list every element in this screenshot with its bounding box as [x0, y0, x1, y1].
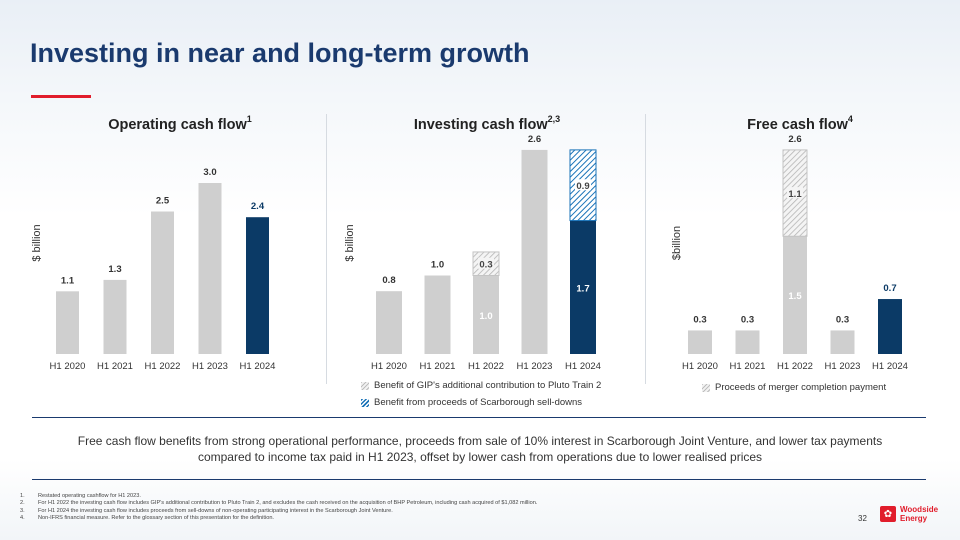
segment-label: 0.9	[576, 181, 589, 192]
data-label: 2.4	[251, 201, 265, 212]
chart-title-free: Free cash flow4	[747, 114, 853, 133]
bar-h1-2020-solid	[56, 291, 79, 354]
segment-label-bg	[575, 179, 591, 191]
segment-label-bg	[787, 187, 803, 199]
bar-h1-2021-solid	[103, 279, 127, 354]
legend-swatch-hatch-grey	[361, 381, 369, 390]
category-tick-label: H1 2020	[682, 361, 718, 372]
legend-item-merger: Proceeds of merger completion payment	[702, 382, 886, 393]
data-label: 3.0	[203, 167, 216, 178]
data-label: 2.6	[788, 134, 801, 145]
summary-text: Free cash flow benefits from strong oper…	[77, 434, 883, 464]
segment-label-bg	[478, 257, 494, 269]
data-label: 1.0	[431, 260, 444, 271]
page-number: 32	[858, 514, 867, 523]
bar-h1-2020-solid	[688, 330, 712, 354]
legend-swatch-hatch-grey	[702, 383, 710, 392]
category-tick-label: H1 2022	[468, 361, 504, 372]
data-label: 1.1	[61, 275, 75, 286]
category-tick-label: H1 2020	[50, 361, 86, 372]
legend-item-scarborough: Benefit from proceeds of Scarborough sel…	[361, 397, 582, 408]
category-tick-label: H1 2023	[192, 361, 228, 372]
category-tick-label: H1 2021	[420, 361, 456, 372]
data-label: 0.3	[693, 314, 706, 325]
title-accent-rule	[31, 95, 91, 98]
footnote: 1. Restated operating cashflow for H1 202…	[20, 493, 141, 499]
chart-title-operating: Operating cash flow1	[108, 114, 252, 133]
operating-cash-flow-chart: 1.1 H1 2020 1.3 H1 2021 2.5 H1 2022 3.0 H1 2023…	[50, 167, 276, 372]
bar-h1-2021-solid	[424, 275, 451, 354]
legend-label: Benefit of GIP's additional contribution…	[374, 380, 602, 391]
legend-swatch-hatch-blue	[361, 398, 369, 407]
data-label: 2.6	[528, 134, 541, 145]
category-tick-label: H1 2024	[565, 361, 601, 372]
data-label: 0.3	[741, 314, 754, 325]
category-tick-label: H1 2023	[517, 361, 553, 372]
footnote: 2. For H1 2022 the investing cash flow in…	[20, 500, 538, 507]
category-tick-label: H1 2021	[730, 361, 766, 372]
category-tick-label: H1 2021	[97, 361, 133, 372]
page-title: Investing in near and long-term growth	[30, 38, 530, 68]
segment-label: 1.5	[788, 291, 802, 302]
summary-bottom-rule	[32, 479, 926, 480]
footnotes: 1. Restated operating cashflow for H1 202…	[20, 493, 537, 523]
chart-divider	[645, 114, 646, 384]
category-tick-label: H1 2023	[825, 361, 861, 372]
category-tick-label: H1 2020	[371, 361, 407, 372]
category-tick-label: H1 2022	[777, 361, 813, 372]
woodside-logo-text: Woodside Energy	[900, 505, 939, 523]
summary-top-rule	[32, 417, 926, 418]
chart-divider	[326, 114, 327, 384]
free-cash-flow-chart: 0.3 H1 2020 0.3 H1 2021 1.5 1.1 2.6 H1 2022 0.3 H…	[682, 134, 908, 372]
bar-h1-2024-solid	[570, 220, 596, 354]
segment-label: 1.7	[576, 283, 589, 294]
bar-h1-2023-solid	[521, 149, 548, 354]
category-tick-label: H1 2022	[145, 361, 181, 372]
woodside-logo: ✿ Woodside Energy	[880, 505, 938, 523]
data-label: 0.8	[382, 275, 395, 286]
segment-label: 0.3	[479, 260, 492, 271]
data-label: 2.5	[156, 196, 170, 207]
woodside-logo-icon: ✿	[880, 506, 896, 522]
bar-h1-2023-solid	[830, 330, 855, 354]
bar-h1-2022-solid	[151, 211, 174, 354]
bar-h1-2023-solid	[198, 183, 222, 354]
footnote: 4. Non-IFRS financial measure. Refer to t…	[20, 515, 274, 522]
bar-h1-2020-solid	[376, 291, 402, 354]
bar-h1-2021-solid	[735, 330, 760, 354]
investing-cash-flow-chart: 0.8 H1 2020 1.0 H1 2021 1.0 0.3 H1 2022 2.6 H1 2…	[371, 134, 601, 372]
bar-h1-2024-solid	[246, 217, 269, 354]
bar-h1-2022-solid	[783, 236, 807, 354]
legend-label: Benefit from proceeds of Scarborough sel…	[374, 397, 583, 408]
category-tick-label: H1 2024	[240, 361, 276, 372]
segment-label: 1.0	[479, 311, 492, 322]
data-label: 0.7	[883, 283, 896, 294]
footnote: 3. For H1 2024 the investing cash flow in…	[20, 507, 393, 514]
bar-h1-2022-solid	[473, 275, 499, 354]
bar-h1-2024-solid	[878, 299, 902, 354]
segment-label: 1.1	[788, 189, 802, 200]
legend-item-gip: Benefit of GIP's additional contribution…	[361, 380, 601, 391]
category-tick-label: H1 2024	[872, 361, 908, 372]
legend-label: Proceeds of merger completion payment	[715, 382, 887, 393]
chart-title-investing: Investing cash flow2,3	[413, 114, 561, 133]
charts-canvas: 1.1 H1 2020 1.3 H1 2021 2.5 H1 2022 3.0 H1 2023…	[50, 134, 908, 372]
data-label: 0.3	[836, 314, 849, 325]
data-label: 1.3	[108, 264, 121, 275]
